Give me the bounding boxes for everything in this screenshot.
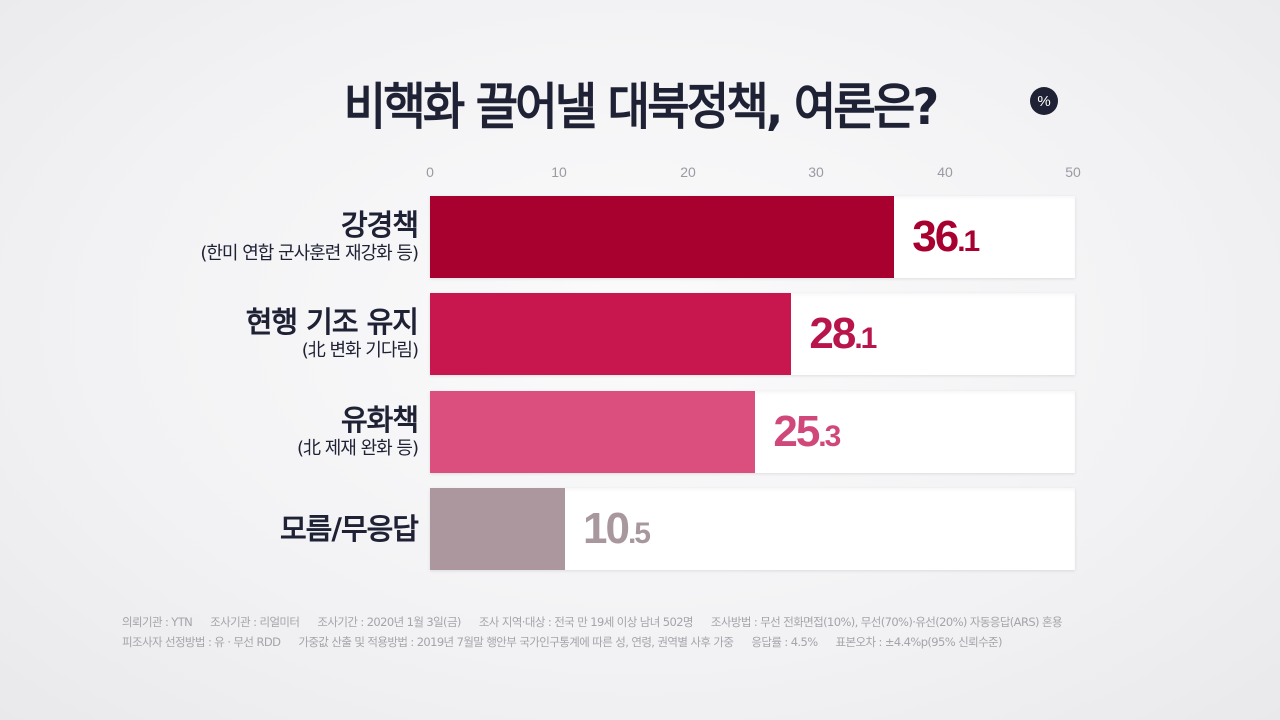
category-label: 모름/무응답 [280, 512, 419, 546]
survey-methodology-footer: 의뢰기관 : YTN 조사기관 : 리얼미터 조사기간 : 2020년 1월 3일(… [122, 612, 1182, 652]
footer-target: 조사 지역·대상 : 전국 만 19세 이상 남녀 502명 [478, 615, 694, 629]
value-integer: 36 [912, 212, 959, 261]
axis-tick: 0 [426, 164, 434, 180]
row-label: 유화책 (北 제재 완화 등) [296, 391, 419, 473]
value-decimal: .3 [818, 420, 841, 453]
value-integer: 10 [583, 504, 630, 553]
bar-row-hardline: 강경책 (한미 연합 군사훈련 재강화 등) 36.1 [0, 196, 1280, 278]
footer-method: 조사방법 : 무선 전화면접(10%), 무선(70%)·유선(20%) 자동응… [710, 615, 1063, 629]
axis-tick: 10 [551, 164, 567, 180]
bar-row-appeasement: 유화책 (北 제재 완화 등) 25.3 [0, 391, 1280, 473]
footer-sampling: 피조사자 선정방법 : 유 · 무선 RDD [122, 635, 281, 649]
value-label: 28.1 [809, 293, 877, 375]
value-decimal: .5 [627, 517, 651, 550]
category-sublabel: (北 변화 기다림) [301, 340, 419, 361]
category-label: 유화책 [340, 403, 419, 437]
percent-unit-badge: % [1030, 87, 1058, 115]
axis-tick: 50 [1065, 164, 1081, 180]
footer-line-2: 피조사자 선정방법 : 유 · 무선 RDD 가중값 산출 및 적용방법 : 20… [122, 632, 1182, 652]
axis-tick: 40 [937, 164, 953, 180]
footer-agency: 조사기관 : 리얼미터 [210, 615, 300, 629]
value-label: 25.3 [773, 391, 841, 473]
bar-row-dont-know: 모름/무응답 10.5 [0, 488, 1280, 570]
x-axis: 0 10 20 30 40 50 [0, 164, 1280, 184]
category-label: 현행 기조 유지 [245, 305, 419, 339]
category-sublabel: (한미 연합 군사훈련 재강화 등) [200, 243, 419, 264]
footer-response-rate: 응답률 : 4.5% [751, 635, 818, 649]
footer-line-1: 의뢰기관 : YTN 조사기관 : 리얼미터 조사기간 : 2020년 1월 3일(… [122, 612, 1182, 632]
row-label: 현행 기조 유지 (北 변화 기다림) [245, 293, 419, 375]
bar [430, 488, 566, 570]
bar-row-status-quo: 현행 기조 유지 (北 변화 기다림) 28.1 [0, 293, 1280, 375]
value-label: 10.5 [583, 488, 651, 570]
value-decimal: .1 [854, 322, 877, 355]
footer-client: 의뢰기관 : YTN [122, 615, 193, 629]
value-decimal: .1 [957, 225, 980, 258]
chart-title-container: 비핵화 끌어낼 대북정책, 여론은? [0, 70, 1280, 136]
category-sublabel: (北 제재 완화 등) [296, 438, 419, 459]
value-integer: 28 [809, 309, 856, 358]
footer-margin-of-error: 표본오차 : ±4.4%p(95% 신뢰수준) [835, 635, 1003, 649]
footer-period: 조사기간 : 2020년 1월 3일(금) [317, 615, 461, 629]
bar [430, 196, 895, 278]
value-label: 36.1 [912, 196, 980, 278]
row-label: 강경책 (한미 연합 군사훈련 재강화 등) [200, 196, 419, 278]
chart-title: 비핵화 끌어낼 대북정책, 여론은? [343, 78, 939, 136]
value-integer: 25 [773, 407, 820, 456]
category-label: 강경책 [340, 208, 419, 242]
bar [430, 293, 792, 375]
bar [430, 391, 756, 473]
row-label: 모름/무응답 [280, 488, 419, 570]
footer-weighting: 가중값 산출 및 적용방법 : 2019년 7월말 행안부 국가인구통계에 따른… [298, 635, 734, 649]
axis-tick: 20 [680, 164, 696, 180]
axis-tick: 30 [808, 164, 824, 180]
